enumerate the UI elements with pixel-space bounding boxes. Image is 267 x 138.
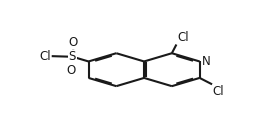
Text: Cl: Cl	[213, 85, 224, 98]
Text: Cl: Cl	[177, 31, 189, 44]
Text: Cl: Cl	[39, 50, 51, 63]
Text: O: O	[69, 36, 78, 49]
Text: O: O	[67, 64, 76, 77]
Text: N: N	[202, 55, 211, 68]
Text: S: S	[69, 50, 76, 63]
